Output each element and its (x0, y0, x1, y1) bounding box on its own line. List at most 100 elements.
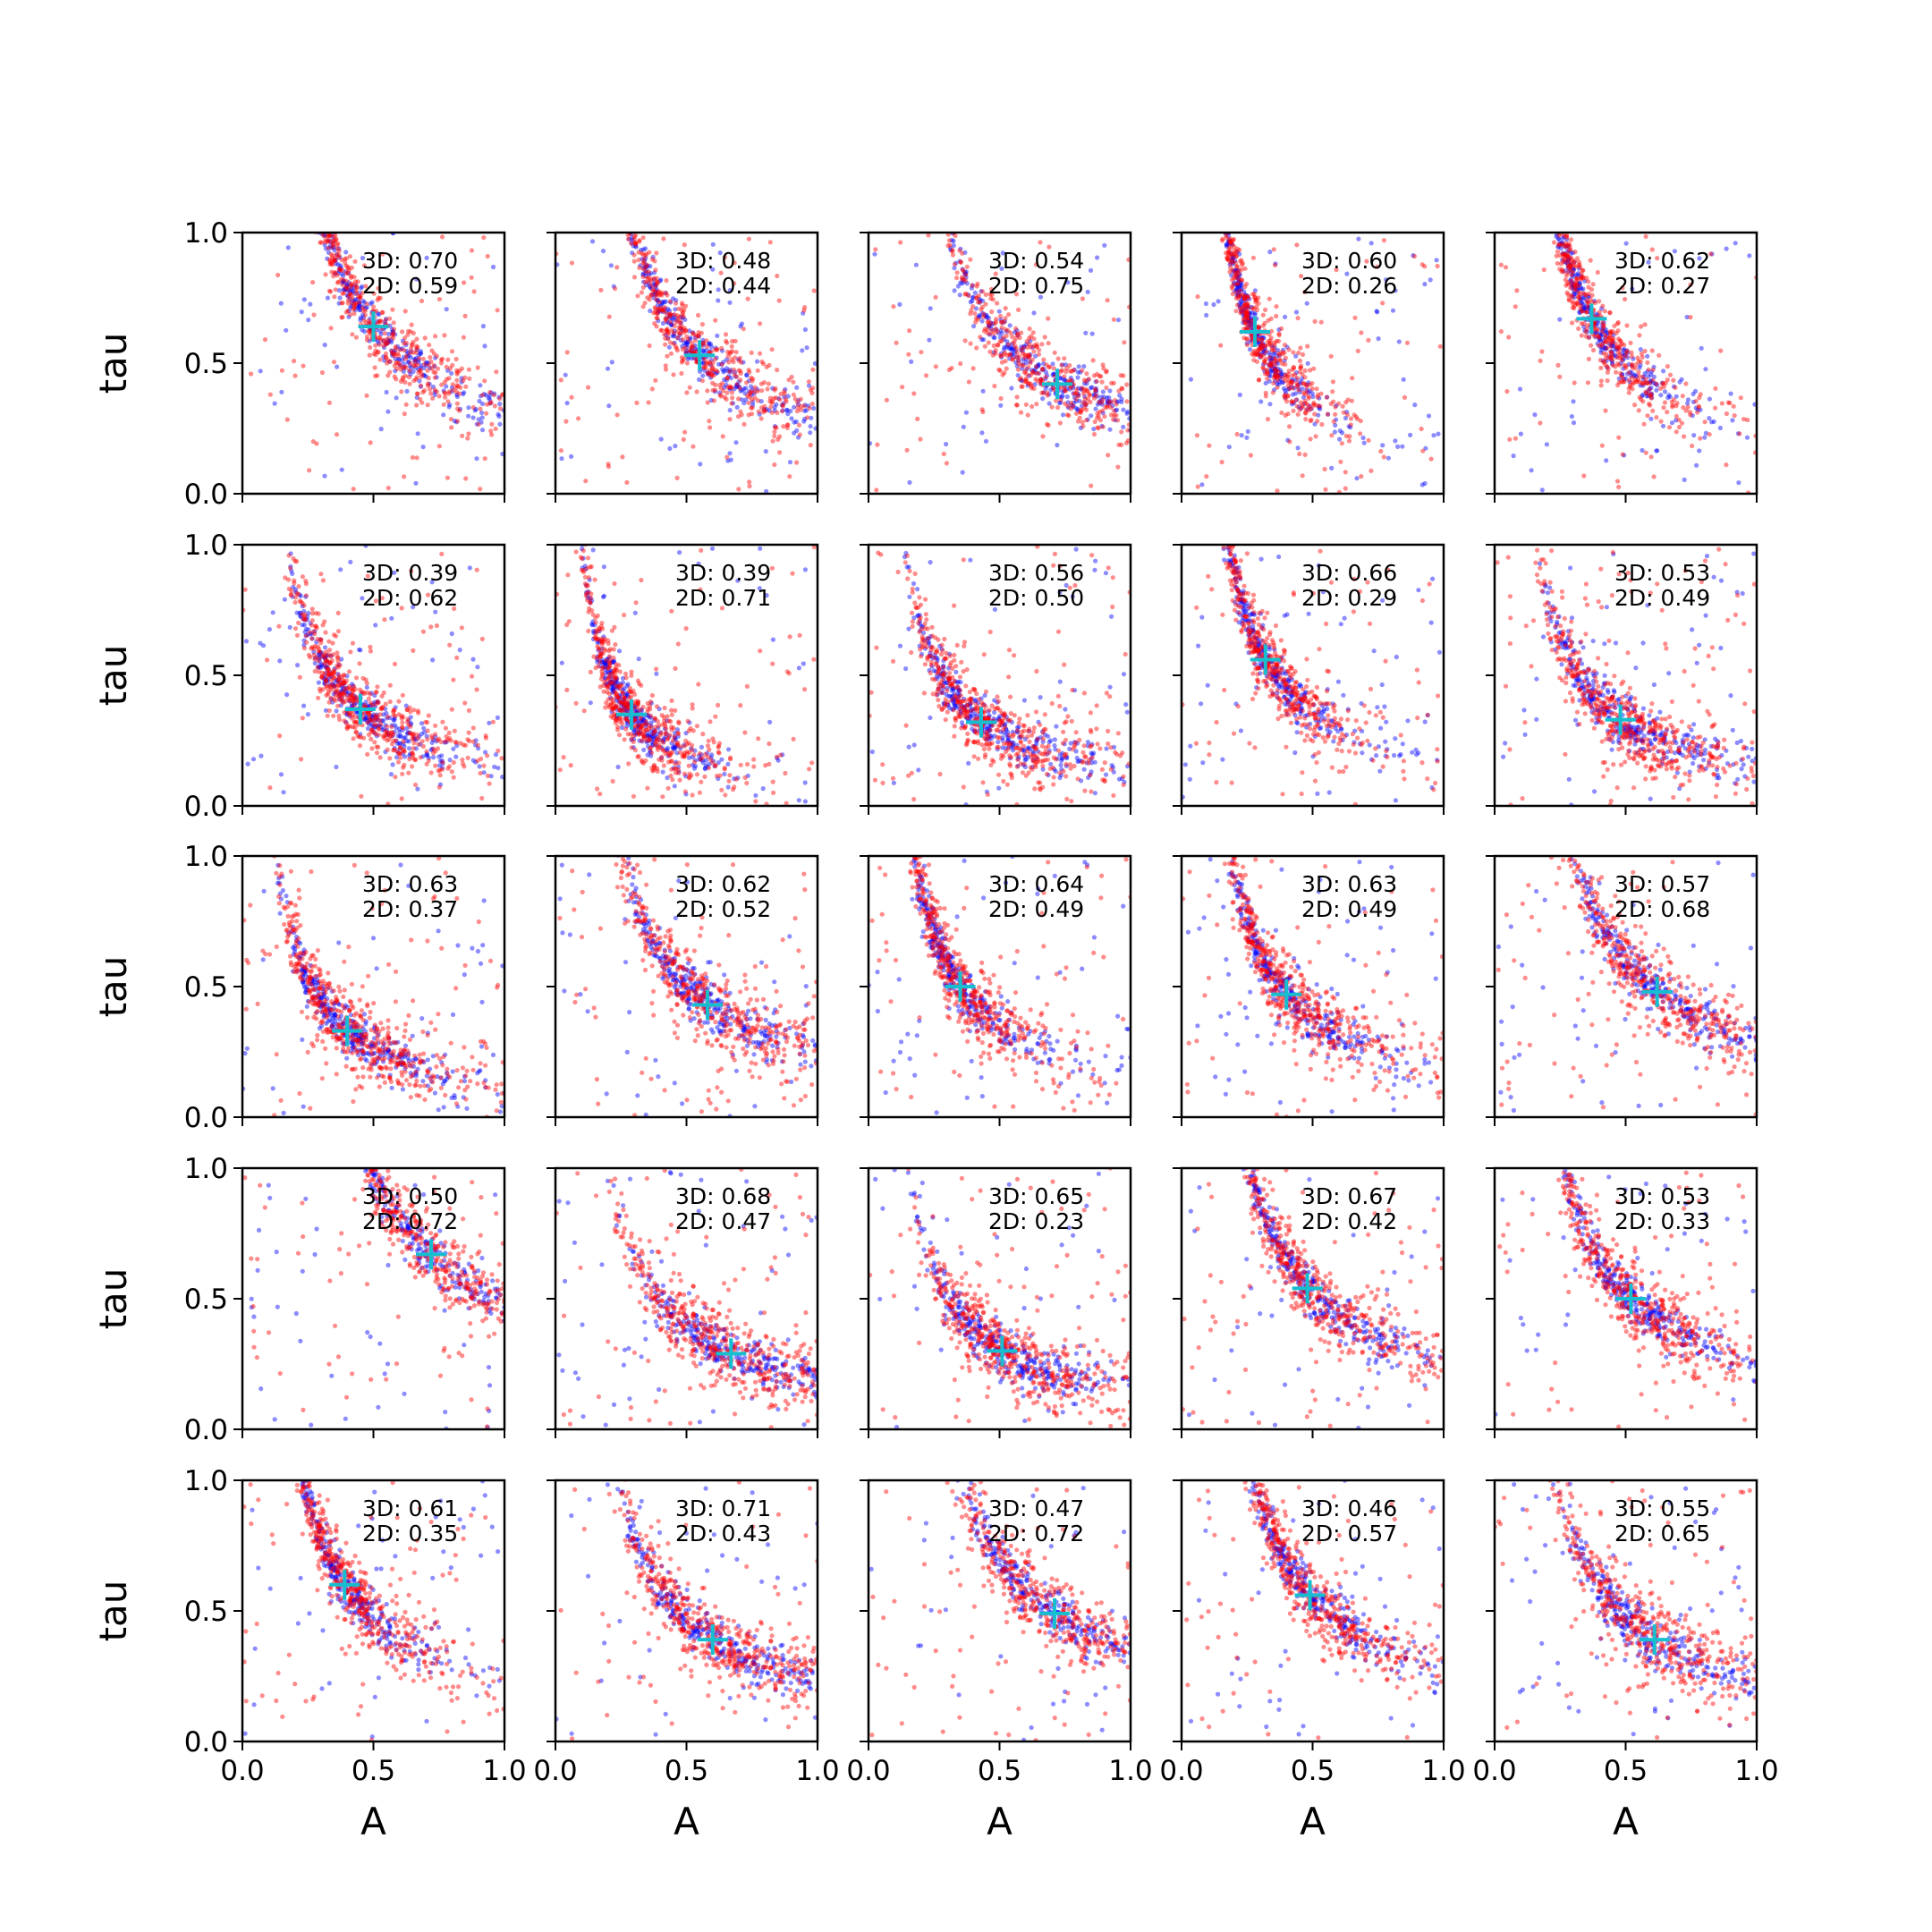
series-3d-points-point (439, 753, 445, 758)
series-2d-points-point (1065, 403, 1071, 409)
series-2d-points-point (387, 682, 393, 688)
series-3d-points-point (409, 349, 414, 354)
series-3d-points-point (1232, 280, 1237, 285)
series-2d-points-point (998, 395, 1004, 402)
series-3d-points-point (1529, 468, 1534, 473)
series-3d-points-point (309, 631, 315, 636)
series-2d-points-point (1586, 279, 1591, 284)
series-2d-points-point (420, 743, 426, 750)
series-2d-points-point (309, 606, 315, 612)
series-3d-points-point (665, 320, 671, 326)
series-2d-points-point (758, 321, 763, 326)
series-2d-points-point (974, 295, 979, 301)
series-3d-points-point (1608, 343, 1614, 349)
series-3d-points-point (1033, 367, 1038, 372)
series-2d-points-point (1643, 377, 1648, 382)
series-3d-points-point (970, 294, 976, 300)
series-3d-points-point (1568, 261, 1573, 267)
series-2d-points-point (1570, 294, 1575, 300)
cross-marker (684, 340, 716, 371)
series-2d-points-point (1270, 390, 1275, 395)
series-2d-points-point (1240, 260, 1246, 266)
series-3d-points-point (1648, 416, 1654, 421)
series-2d-points-point (765, 386, 770, 392)
series-2d-points-point (340, 301, 345, 306)
series-2d-points-point (1608, 349, 1614, 354)
series-2d-points-point (373, 715, 378, 720)
series-3d-points-point (1247, 296, 1252, 301)
series-2d-points-point (1114, 412, 1119, 418)
series-2d-points-point (1290, 373, 1295, 378)
series-2d-points-point (369, 736, 374, 742)
series-3d-points-point (651, 282, 657, 287)
series-2d-points-point (1236, 271, 1241, 276)
series-3d-points-point (1277, 352, 1283, 358)
series-2d-points-point (1257, 347, 1263, 352)
series-3d-points-point (446, 404, 452, 410)
series-2d-points-point (294, 632, 301, 638)
series-3d-points-point (1703, 367, 1708, 372)
series-3d-points-point (356, 647, 362, 652)
series-2d-points-point (904, 447, 910, 453)
series-2d-points-point (1328, 353, 1334, 359)
series-2d-points-point (365, 573, 370, 579)
series-3d-points-point (390, 762, 395, 767)
series-3d-points-point (1593, 335, 1598, 340)
annotation-3d: 3D: 0.54 (988, 248, 1084, 274)
series-2d-points-point (1037, 347, 1042, 352)
series-2d-points-point (373, 373, 378, 378)
series-2d-points-point (1105, 404, 1110, 410)
series-3d-points-point (1707, 416, 1712, 421)
series-2d-points-point (966, 293, 971, 299)
series-2d-points-point (684, 390, 690, 395)
series-2d-points-point (1609, 352, 1614, 358)
series-2d-points-point (760, 410, 767, 415)
series-2d-points-point (1669, 399, 1674, 404)
series-2d-points-point (668, 340, 674, 345)
series-3d-points-point (1245, 293, 1250, 299)
series-2d-points-point (267, 785, 273, 791)
series-3d-points-point (678, 337, 684, 343)
series-3d-points-point (363, 305, 369, 310)
series-3d-points-point (648, 734, 654, 740)
series-2d-points-point (1555, 362, 1561, 368)
series-3d-points-point (1028, 338, 1033, 343)
series-2d-points-point (458, 741, 463, 746)
series-3d-points-point (477, 764, 482, 769)
series-2d-points-point (351, 696, 357, 701)
series-2d-points-point (463, 476, 469, 481)
series-2d-points-point (1300, 473, 1305, 479)
series-2d-points-point (682, 242, 687, 248)
series-3d-points-point (680, 327, 685, 333)
series-3d-points-point (928, 306, 933, 311)
series-3d-points-point (332, 683, 337, 689)
series-3d-points-point (473, 406, 479, 411)
series-2d-points-point (497, 406, 504, 411)
series-2d-points-point (1116, 442, 1122, 447)
series-2d-points-point (326, 666, 331, 672)
series-3d-points-point (1093, 389, 1099, 394)
series-3d-points-point (421, 365, 427, 371)
series-2d-points-point (335, 663, 340, 668)
series-2d-points-point (1034, 342, 1039, 347)
series-2d-points-point (783, 396, 789, 402)
series-3d-points-point (1586, 335, 1592, 340)
series-2d-points-point (1081, 404, 1088, 411)
series-2d-points-point (1036, 352, 1042, 357)
series-3d-points-point (429, 746, 435, 751)
series-2d-points-point (1568, 237, 1574, 242)
series-3d-points-point (322, 663, 327, 669)
series-3d-points-point (643, 724, 648, 730)
series-3d-points-point (402, 734, 408, 741)
series-2d-points-point (1122, 340, 1127, 345)
series-3d-points-point (1428, 277, 1433, 283)
series-3d-points-point (658, 436, 664, 442)
series-2d-points-point (1228, 261, 1233, 267)
series-3d-points-point (412, 357, 418, 362)
series-2d-points-point (653, 283, 658, 289)
series-2d-points-point (349, 265, 354, 270)
series-3d-points-point (988, 323, 994, 328)
series-3d-points-point (750, 399, 756, 405)
series-2d-points-point (1072, 368, 1077, 373)
series-3d-points-point (402, 735, 407, 741)
